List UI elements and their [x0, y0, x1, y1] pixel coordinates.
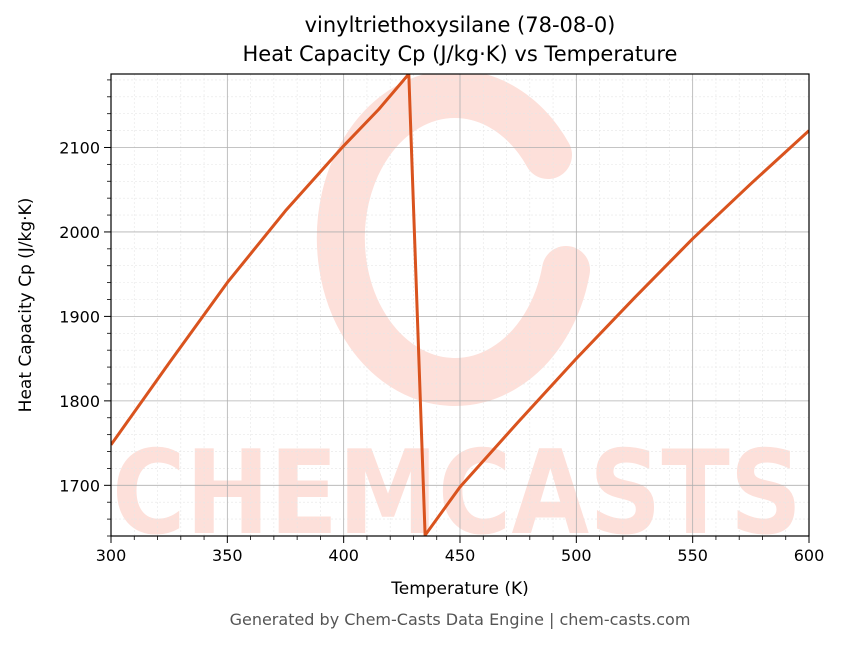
y-tick-label: 1700: [59, 476, 100, 495]
x-tick-label: 500: [561, 546, 592, 565]
y-tick-label: 2000: [59, 223, 100, 242]
y-axis-label: Heat Capacity Cp (J/kg·K): [16, 198, 36, 413]
x-tick-label: 400: [328, 546, 359, 565]
x-tick-label: 450: [445, 546, 476, 565]
footer-text: Generated by Chem-Casts Data Engine | ch…: [230, 610, 691, 629]
x-axis-ticks: 300 350 400 450 500 550 600: [96, 536, 825, 565]
y-tick-label: 2100: [59, 138, 100, 157]
series-line-heat-capacity: [111, 74, 809, 536]
y-axis-ticks: 1700 1800 1900 2000 2100: [59, 79, 111, 537]
x-tick-label: 600: [794, 546, 825, 565]
x-tick-label: 300: [96, 546, 127, 565]
y-tick-label: 1800: [59, 392, 100, 411]
x-tick-label: 350: [212, 546, 243, 565]
chart-subtitle: Heat Capacity Cp (J/kg·K) vs Temperature: [243, 42, 678, 66]
x-tick-label: 550: [677, 546, 708, 565]
x-axis-label: Temperature (K): [390, 579, 529, 599]
chart-title: vinyltriethoxysilane (78-08-0): [305, 13, 616, 37]
y-tick-label: 1900: [59, 307, 100, 326]
series-layer: [111, 74, 809, 536]
